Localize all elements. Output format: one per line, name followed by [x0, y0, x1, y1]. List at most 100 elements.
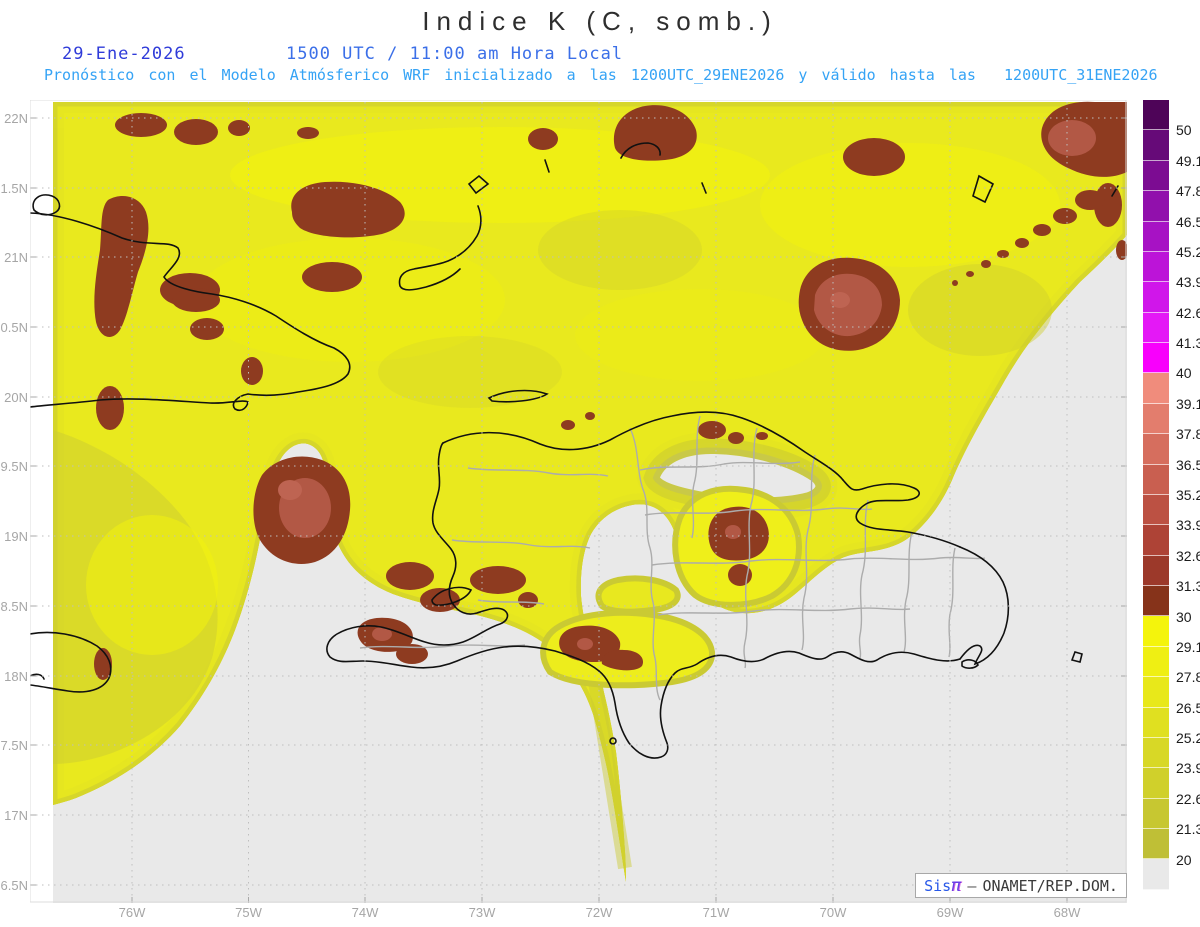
forecast-note: Pronóstico con el Modelo Atmósferico WRF…	[44, 66, 1158, 84]
colorbar-tick-label: 49.1	[1176, 152, 1200, 169]
colorbar-tick-label: 42.6	[1176, 304, 1200, 321]
admin-boundaries	[359, 415, 986, 701]
watermark-agency: ONAMET/REP.DOM.	[982, 876, 1118, 895]
cuba-coastline	[29, 212, 351, 412]
lon-tick-label: 72W	[585, 905, 613, 920]
colorbar-segment	[1143, 525, 1169, 556]
colorbar-segment	[1143, 768, 1169, 799]
lat-tick-label: 1.5N	[0, 181, 28, 196]
beata-island	[609, 737, 617, 745]
colorbar-tick-label: 46.5	[1176, 213, 1200, 230]
colorbar-tick-label: 40	[1176, 365, 1192, 382]
forecast-date: 29-Ene-2026	[62, 44, 186, 64]
haiti-south-peninsula	[326, 603, 600, 672]
colorbar-segment	[1143, 221, 1169, 252]
lat-tick-label: 8.5N	[0, 599, 28, 614]
small-cay-1	[544, 159, 550, 173]
bahama-islet	[620, 142, 661, 159]
mayaguana-island	[972, 174, 995, 204]
lat-tick-label: 20N	[4, 390, 28, 405]
colorbar-tick-label: 31.3	[1176, 578, 1200, 595]
colorbar-segment	[1143, 464, 1169, 495]
colorbar-segment	[1143, 494, 1169, 526]
colorbar-tick-label: 39.1	[1176, 395, 1200, 412]
colorbar-tick-label: 50	[1176, 122, 1192, 139]
small-cay-2	[701, 182, 707, 194]
lat-tick-label: 22N	[4, 111, 28, 126]
lon-tick-label: 74W	[351, 905, 379, 920]
colorbar-segment	[1143, 434, 1169, 465]
lat-tick-label: 19N	[4, 529, 28, 544]
colorbar-segment	[1143, 586, 1169, 617]
colorbar-segment	[1143, 677, 1169, 708]
colorbar-tick-label: 35.2	[1176, 487, 1200, 503]
colorbar-segment	[1143, 312, 1169, 343]
colorbar-tick-label: 26.5	[1176, 699, 1200, 716]
colorbar-tick-label: 33.9	[1176, 517, 1200, 534]
colorbar-tick-label: 43.9	[1176, 274, 1200, 291]
colorbar-tick-label: 21.3	[1176, 821, 1200, 838]
colorbar-segment	[1143, 616, 1169, 647]
colorbar-tick-label: 47.8	[1176, 183, 1200, 200]
colorbar-segment	[1143, 707, 1169, 738]
watermark-separator: –	[967, 876, 977, 895]
colorbar-tick-label: 25.2	[1176, 730, 1200, 747]
colorbar-segment	[1143, 130, 1169, 161]
lat-tick-label: 21N	[4, 250, 28, 265]
lon-tick-label: 76W	[118, 905, 146, 920]
colorbar-tick-label: 20	[1176, 851, 1192, 868]
colorbar-tick-label: 27.8	[1176, 669, 1200, 686]
colorbar	[1143, 100, 1169, 890]
colorbar-tick-label: 32.6	[1176, 547, 1200, 564]
cay-island	[32, 194, 61, 216]
watermark-brand: Sis	[924, 876, 952, 895]
lat-tick-label: 6.5N	[0, 878, 28, 893]
colorbar-segment	[1143, 251, 1169, 283]
plana-cays-island	[467, 174, 490, 195]
haiti-west-coast	[431, 442, 457, 605]
lon-tick-label: 68W	[1053, 905, 1081, 920]
colorbar-tick-label: 30	[1176, 608, 1192, 625]
crooked-acklins-island	[398, 205, 482, 291]
contour-map	[29, 99, 1128, 903]
lat-tick-label: 17N	[4, 808, 28, 823]
colorbar-segment	[1143, 373, 1169, 404]
jamaica-coastline	[29, 631, 112, 693]
pi-icon: π	[951, 875, 962, 896]
lat-tick-label: 0.5N	[0, 320, 28, 335]
colorbar-tick-label: 45.2	[1176, 243, 1200, 260]
lat-tick-label: 18N	[4, 669, 28, 684]
mona-island	[1070, 651, 1083, 663]
dr-south-coast	[598, 650, 961, 759]
tortuga-island	[487, 389, 549, 403]
saona-island	[961, 659, 979, 669]
colorbar-segment	[1143, 859, 1169, 890]
colorbar-tick-label: 29.1	[1176, 638, 1200, 655]
lat-tick-label: 7.5N	[0, 738, 28, 753]
colorbar-tick-label: 36.5	[1176, 456, 1200, 473]
colorbar-segment	[1143, 343, 1169, 374]
lon-tick-label: 70W	[819, 905, 847, 920]
brown-core-blobs	[278, 120, 1096, 650]
dr-east-coast	[959, 546, 1010, 666]
colorbar-segment	[1143, 737, 1169, 769]
colorbar-segment	[1143, 646, 1169, 678]
colorbar-tick-label: 37.8	[1176, 426, 1200, 443]
gonave-island	[431, 586, 473, 606]
lon-tick-label: 71W	[702, 905, 730, 920]
colorbar-tick-label: 23.9	[1176, 760, 1200, 777]
page-title: Indice K (C, somb.)	[422, 6, 778, 36]
hispaniola-north-coast	[442, 411, 844, 481]
colorbar-segment	[1143, 160, 1169, 192]
forecast-time: 1500 UTC / 11:00 am Hora Local	[286, 44, 624, 64]
coastlines	[29, 142, 1119, 759]
colorbar-segment	[1143, 829, 1169, 860]
lon-tick-label: 75W	[235, 905, 262, 920]
jamaica-west-hook	[29, 673, 45, 680]
colorbar-segment	[1143, 100, 1169, 131]
samana-peninsula	[842, 479, 961, 548]
colorbar-segment	[1143, 798, 1169, 829]
gridlines	[30, 102, 1127, 903]
plot-frame	[29, 99, 1127, 903]
